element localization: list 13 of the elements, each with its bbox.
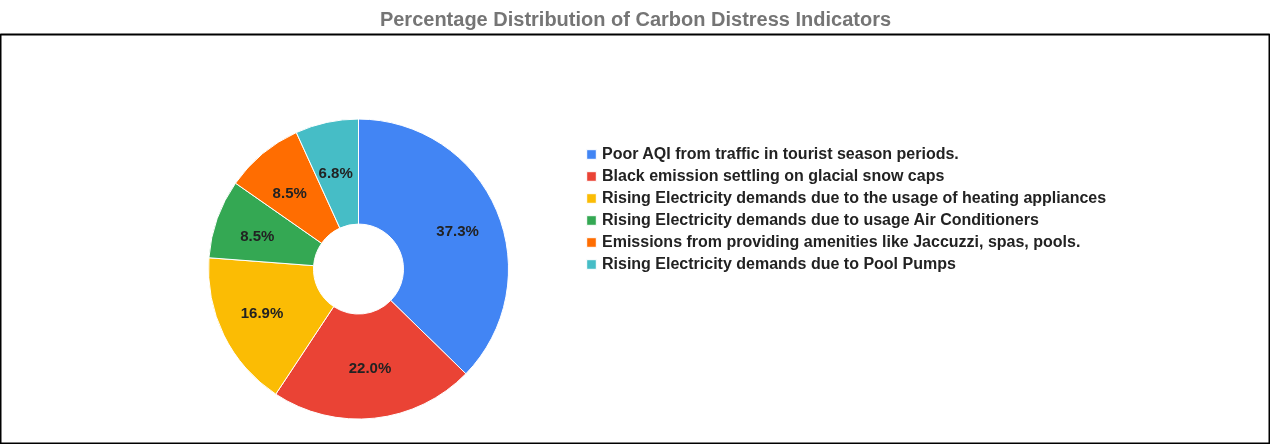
- legend-label: Rising Electricity demands due to Pool Pumps: [602, 254, 956, 274]
- legend-label: Emissions from providing amenities like Jaccuzzi, spas, pools.: [602, 232, 1081, 252]
- data-label: 16.9%: [240, 304, 284, 322]
- data-label: 8.5%: [272, 184, 307, 202]
- data-label: 37.3%: [436, 221, 479, 239]
- legend-label: Rising Electricity demands due to usage Air Conditioners: [602, 210, 1039, 230]
- chart-title: Percentage Distribution of Carbon Distress Indicators: [379, 7, 892, 30]
- legend-label: Black emission settling on glacial snow caps: [602, 166, 945, 186]
- data-label: 6.8%: [318, 163, 353, 181]
- data-label: 22.0%: [348, 359, 392, 377]
- legend-label: Rising Electricity demands due to the usage of heating appliances: [602, 188, 1107, 208]
- data-label: 8.5%: [240, 227, 275, 245]
- legend-label: Poor AQI from traffic in tourist season periods.: [602, 144, 959, 164]
